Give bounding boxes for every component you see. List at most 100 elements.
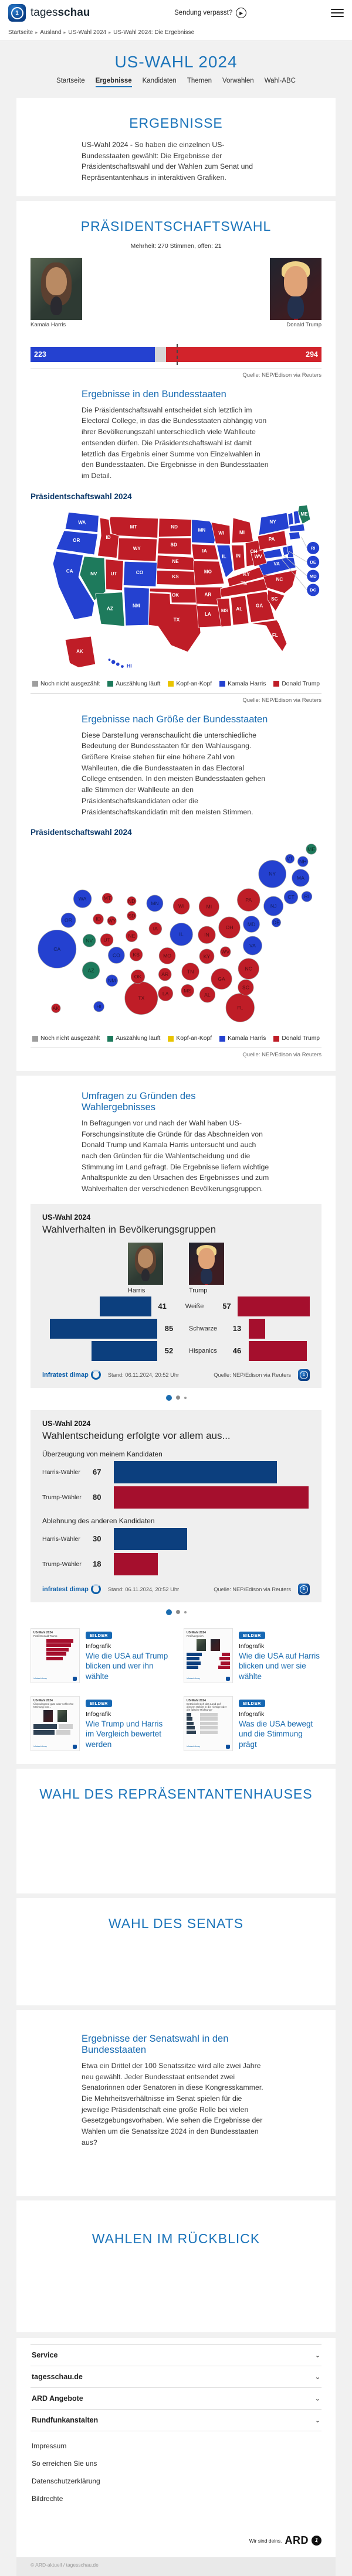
bubble-OR[interactable]	[60, 913, 76, 928]
bubble-WY[interactable]	[107, 916, 117, 926]
state-FL[interactable]	[251, 619, 287, 651]
state-SD[interactable]	[157, 537, 192, 555]
bubble-UT[interactable]	[100, 933, 114, 947]
teaser-item[interactable]: US-Wahl 2024 Profilvergleich infratest dim…	[184, 1628, 321, 1683]
tab-kandidaten[interactable]: Kandidaten	[142, 77, 177, 84]
state-OR[interactable]	[56, 530, 98, 555]
state-CO[interactable]	[123, 561, 157, 587]
carousel-dot-2[interactable]	[175, 1396, 180, 1400]
state-AK[interactable]	[65, 636, 96, 668]
bubble-OH[interactable]	[218, 916, 241, 939]
state-WY[interactable]	[117, 537, 157, 562]
bubble-AK[interactable]	[51, 1004, 61, 1014]
state-DE[interactable]	[282, 545, 289, 555]
bubble-MN[interactable]	[146, 895, 164, 912]
bubble-ID[interactable]	[93, 913, 104, 925]
bubble-WA[interactable]	[73, 889, 92, 909]
callout-RI[interactable]	[307, 541, 320, 554]
bubble-MO[interactable]	[158, 947, 176, 964]
breadcrumb-item[interactable]: Startseite	[8, 29, 33, 36]
carousel-dot-3[interactable]	[184, 1611, 187, 1613]
state-CT[interactable]	[289, 531, 301, 540]
state-NY[interactable]	[258, 512, 290, 535]
bubble-NY[interactable]	[258, 860, 286, 888]
state-TX[interactable]	[148, 592, 201, 652]
bubble-PA[interactable]	[237, 888, 260, 912]
bubble-VA[interactable]	[243, 936, 262, 956]
state-AZ[interactable]	[95, 591, 125, 626]
teaser-item[interactable]: US-Wahl 2024 Überwiegend gute oder schlec…	[31, 1695, 168, 1751]
state-HI[interactable]	[116, 662, 120, 666]
bubble-WV[interactable]	[220, 946, 231, 958]
state-HI[interactable]	[111, 660, 116, 664]
teaser-item[interactable]: US-Wahl 2024 Entwickelt sich das Land auf…	[184, 1695, 321, 1751]
teaser-title[interactable]: Wie Trump und Harris im Vergleich bewert…	[86, 1719, 163, 1749]
sendung-verpasst-link[interactable]: Sendung verpasst? ▶	[174, 8, 247, 18]
bundesstaaten-heading[interactable]: Ergebnisse in den Bundesstaaten	[82, 388, 226, 400]
state-ID[interactable]	[97, 517, 120, 558]
carousel-dot-3[interactable]	[184, 1396, 187, 1399]
teaser-title[interactable]: Wie die USA auf Trump blicken und wer ih…	[86, 1651, 168, 1681]
bubble-MT[interactable]	[101, 893, 113, 904]
teaser-title[interactable]: Was die USA bewegt und die Stimmung präg…	[239, 1719, 313, 1749]
bubble-MI[interactable]	[198, 896, 219, 917]
breadcrumb-item[interactable]: Ausland	[40, 29, 62, 36]
state-AL[interactable]	[231, 595, 249, 625]
bubble-NC[interactable]	[238, 958, 259, 980]
bubble-AR[interactable]	[158, 968, 172, 981]
teaser-item[interactable]: US-Wahl 2024 Profil Donald Trump infratest…	[31, 1628, 168, 1683]
state-ME[interactable]	[297, 504, 311, 524]
callout-DC[interactable]	[307, 584, 320, 596]
footer-accordion-service[interactable]: Service ⌄	[31, 2344, 321, 2366]
state-SC[interactable]	[268, 589, 285, 612]
state-IA[interactable]	[191, 543, 219, 560]
tab-ergebnisse[interactable]: Ergebnisse	[95, 77, 132, 87]
umfragen-heading[interactable]: Umfragen zu Gründen des Wahlergebnisses	[82, 1091, 196, 1113]
breadcrumb-item[interactable]: US-Wahl 2024	[68, 29, 107, 36]
state-GA[interactable]	[246, 591, 275, 623]
footer-link[interactable]: So erreichen Sie uns	[32, 2459, 97, 2468]
bubble-DE[interactable]	[271, 917, 281, 927]
carousel-dot-1[interactable]	[165, 1609, 172, 1615]
bubble-SD[interactable]	[127, 911, 137, 921]
state-WA[interactable]	[65, 511, 99, 533]
bubble-IA[interactable]	[148, 922, 163, 936]
bubble-CO[interactable]	[108, 947, 125, 964]
bubble-MD[interactable]	[243, 916, 260, 933]
state-NH[interactable]	[293, 510, 301, 524]
footer-accordion-rundfunkanstalten[interactable]: Rundfunkanstalten ⌄	[31, 2409, 321, 2432]
bubble-CT[interactable]	[283, 890, 299, 905]
bubble-IN[interactable]	[198, 926, 216, 944]
bubble-HI[interactable]	[93, 1001, 104, 1012]
groesse-heading[interactable]: Ergebnisse nach Größe der Bundesstaaten	[82, 714, 268, 725]
hamburger-menu-icon[interactable]	[330, 9, 344, 17]
tab-startseite[interactable]: Startseite	[56, 77, 85, 84]
bubble-NV[interactable]	[82, 934, 96, 947]
bubble-NH[interactable]	[297, 856, 309, 867]
bubble-KY[interactable]	[199, 948, 215, 964]
carousel-dot-2[interactable]	[175, 1610, 180, 1615]
bubble-RI[interactable]	[301, 891, 313, 902]
footer-link[interactable]: Bildrechte	[32, 2495, 63, 2503]
footer-accordion-ardangebote[interactable]: ARD Angebote ⌄	[31, 2387, 321, 2409]
bubble-ME[interactable]	[306, 844, 317, 855]
bubble-cartogram[interactable]: CA TX FL NY PA IL OH GA NC MI NJ VA WA AZ MA TN IN MD MN MO…	[31, 840, 321, 1026]
state-UT[interactable]	[105, 558, 124, 591]
bubble-OK[interactable]	[130, 970, 145, 984]
state-MA[interactable]	[289, 523, 305, 532]
callout-DE[interactable]	[307, 555, 320, 568]
bubble-TN[interactable]	[181, 963, 199, 981]
footer-link[interactable]: Impressum	[32, 2442, 67, 2451]
state-CA[interactable]	[52, 551, 95, 620]
state-VT[interactable]	[287, 512, 294, 526]
bubble-WI[interactable]	[172, 898, 190, 915]
state-MT[interactable]	[109, 516, 158, 538]
tab-themen[interactable]: Themen	[187, 77, 212, 84]
state-IN[interactable]	[231, 544, 245, 571]
bubble-MS[interactable]	[181, 984, 194, 998]
bubble-NJ[interactable]	[263, 896, 284, 916]
bubble-GA[interactable]	[211, 968, 232, 990]
bubble-NE[interactable]	[126, 930, 138, 943]
carousel-dot-1[interactable]	[165, 1394, 172, 1401]
bubble-LA[interactable]	[158, 986, 174, 1002]
